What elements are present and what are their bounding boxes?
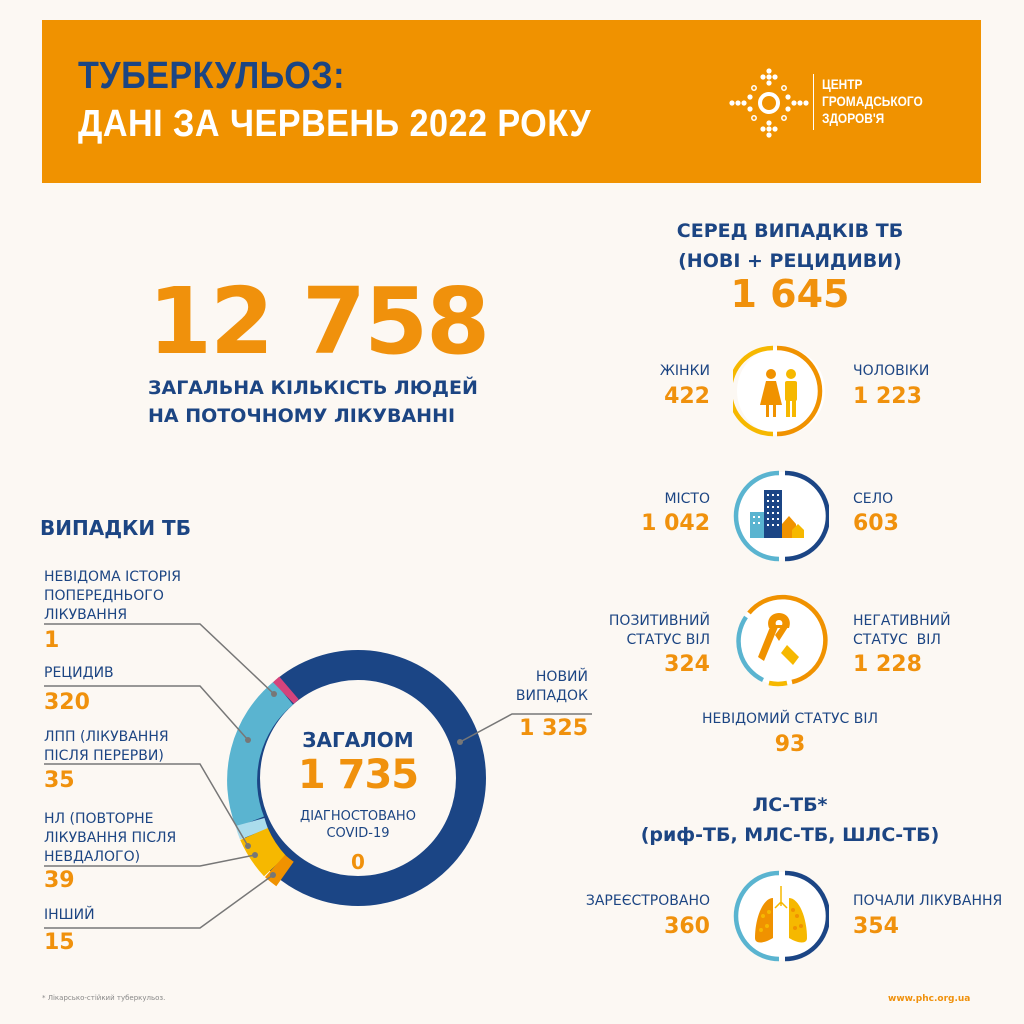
- among-cases-value: 1 645: [730, 272, 850, 316]
- label-line2: COVID-19: [326, 826, 390, 841]
- covid-diagnosed-label: ДІАГНОСТОВАНО COVID-19: [278, 808, 438, 842]
- logo-divider: [813, 74, 814, 130]
- among-cases-title: СЕРЕД ВИПАДКІВ ТБ (НОВІ + РЕЦИДИВИ): [620, 216, 960, 276]
- header-banner: [42, 20, 981, 183]
- women-label: ЖІНКИ: [659, 363, 710, 379]
- registered-label: ЗАРЕЄСТРОВАНО: [585, 893, 710, 909]
- category-after-break-value: 35: [44, 768, 75, 793]
- caption-line2: НА ПОТОЧНОМУ ЛІКУВАННІ: [148, 405, 456, 427]
- title-line2: (риф-ТБ, МЛС-ТБ, ШЛС-ТБ): [640, 824, 940, 846]
- label-line3: НЕВДАЛОГО): [44, 849, 141, 865]
- total-treatment-value: 12 758: [148, 268, 490, 375]
- men-value: 1 223: [853, 384, 922, 409]
- caption-line1: ЗАГАЛЬНА КІЛЬКІСТЬ ЛЮДЕЙ: [148, 377, 478, 399]
- village-value: 603: [853, 511, 899, 536]
- category-after-failure-label: НЛ (ПОВТОРНЕ ЛІКУВАННЯ ПІСЛЯ НЕВДАЛОГО): [44, 810, 176, 867]
- page-title-line2: ДАНІ ЗА ЧЕРВЕНЬ 2022 РОКУ: [78, 103, 592, 145]
- category-after-break-label: ЛПП (ЛІКУВАННЯ ПІСЛЯ ПЕРЕРВИ): [44, 728, 169, 766]
- covid-diagnosed-value: 0: [351, 850, 365, 874]
- org-name-line3: ЗДОРОВ'Я: [822, 110, 885, 126]
- hiv-positive-label: ПОЗИТИВНИЙ СТАТУС ВІЛ: [580, 612, 710, 650]
- category-relapse-value: 320: [44, 690, 90, 715]
- total-treatment-caption: ЗАГАЛЬНА КІЛЬКІСТЬ ЛЮДЕЙ НА ПОТОЧНОМУ ЛІ…: [148, 374, 478, 430]
- new-case-value: 1 325: [519, 716, 588, 741]
- started-treatment-value: 354: [853, 914, 899, 939]
- label-line2: ЛІКУВАННЯ ПІСЛЯ: [44, 830, 177, 846]
- footnote: * Лікарсько-стійкий туберкульоз.: [42, 994, 166, 1002]
- tb-cases-title: ВИПАДКИ ТБ: [40, 516, 191, 540]
- title-line1: СЕРЕД ВИПАДКІВ ТБ: [676, 220, 904, 242]
- title-line2: (НОВІ + РЕЦИДИВИ): [678, 250, 902, 272]
- page-title-line1: ТУБЕРКУЛЬОЗ:: [78, 55, 346, 97]
- label-line1: НЛ (ПОВТОРНЕ: [44, 811, 154, 827]
- website-link[interactable]: www.phc.org.ua: [888, 994, 971, 1004]
- label-line2: СТАТУС ВІЛ: [626, 632, 710, 648]
- dr-tb-title: ЛС-ТБ* (риф-ТБ, МЛС-ТБ, ШЛС-ТБ): [580, 790, 1000, 850]
- phc-dots-logo-icon: [729, 68, 809, 138]
- hiv-negative-value: 1 228: [853, 652, 922, 677]
- label-line2: СТАТУС ВІЛ: [853, 632, 941, 648]
- label-line1: НОВИЙ: [535, 669, 588, 685]
- hiv-unknown-label: НЕВІДОМИЙ СТАТУС ВІЛ: [701, 711, 878, 727]
- label-line1: ЛПП (ЛІКУВАННЯ: [44, 729, 169, 745]
- ribbon-icon: [736, 594, 828, 687]
- started-treatment-label: ПОЧАЛИ ЛІКУВАННЯ: [853, 893, 1003, 909]
- category-after-failure-value: 39: [44, 868, 75, 893]
- label-line3: ЛІКУВАННЯ: [44, 607, 128, 623]
- registered-value: 360: [664, 914, 710, 939]
- city-label: МІСТО: [664, 491, 710, 507]
- category-unknown-history-value: 1: [44, 628, 60, 653]
- segment-after-failure: [240, 827, 287, 877]
- organization-name: ЦЕНТР ГРОМАДСЬКОГО ЗДОРОВ'Я: [822, 76, 923, 127]
- label-line1: ПОЗИТИВНИЙ: [608, 613, 710, 629]
- org-name-line1: ЦЕНТР: [822, 76, 863, 92]
- buildings-icon: [733, 470, 829, 562]
- label-line1: НЕГАТИВНИЙ: [853, 613, 951, 629]
- hiv-negative-label: НЕГАТИВНИЙ СТАТУС ВІЛ: [853, 612, 993, 650]
- city-value: 1 042: [641, 511, 710, 536]
- title-line1: ЛС-ТБ*: [752, 794, 828, 816]
- village-label: СЕЛО: [853, 491, 894, 507]
- men-label: ЧОЛОВІКИ: [853, 363, 930, 379]
- lungs-icon: [733, 870, 829, 962]
- donut-center-total: 1 735: [297, 752, 419, 798]
- donut-center-title: ЗАГАЛОМ: [302, 728, 414, 752]
- hiv-unknown-value: 93: [774, 732, 806, 757]
- category-relapse-label: РЕЦИДИВ: [44, 665, 114, 681]
- category-other-label: ІНШИЙ: [44, 907, 95, 923]
- segment-unknown-history: [273, 676, 299, 704]
- people-icon: [733, 345, 825, 437]
- category-unknown-history-label: НЕВІДОМА ІСТОРІЯ ПОПЕРЕДНЬОГО ЛІКУВАННЯ: [44, 568, 181, 625]
- label-line2: ВИПАДОК: [515, 688, 588, 704]
- label-line2: ПОПЕРЕДНЬОГО: [44, 588, 164, 604]
- label-line1: ДІАГНОСТОВАНО: [300, 809, 416, 824]
- label-line2: ПІСЛЯ ПЕРЕРВИ): [44, 748, 164, 764]
- org-name-line2: ГРОМАДСЬКОГО: [822, 93, 923, 109]
- women-value: 422: [664, 384, 710, 409]
- label-line1: НЕВІДОМА ІСТОРІЯ: [44, 569, 181, 585]
- new-case-label: НОВИЙ ВИПАДОК: [470, 668, 588, 706]
- category-other-value: 15: [44, 930, 75, 955]
- hiv-positive-value: 324: [664, 652, 710, 677]
- segment-after-break: [235, 817, 269, 840]
